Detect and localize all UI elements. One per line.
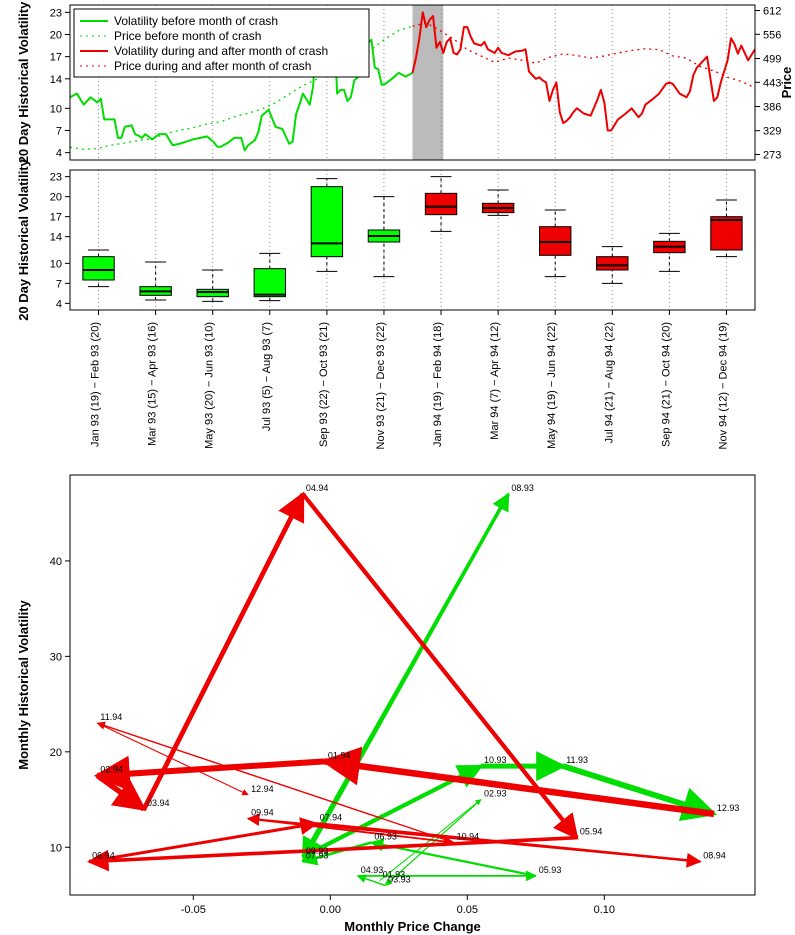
x-axis-title: Monthly Price Change [344, 919, 481, 934]
y-tick-label: 4 [56, 298, 62, 310]
crash-shade [413, 5, 444, 160]
point-label: 04.93 [361, 865, 384, 875]
x-category-label: Mar 93 (15) − Apr 93 (16) [147, 322, 159, 446]
box [254, 269, 285, 297]
box [711, 217, 742, 250]
x-category-label: Jul 93 (5) − Aug 93 (7) [261, 322, 273, 431]
x-category-label: May 93 (20) − Jun 93 (10) [204, 322, 216, 449]
x-category-label: Nov 93 (21) − Dec 93 (22) [375, 322, 387, 449]
phase-arrow [97, 723, 453, 842]
y1-tick-label: 17 [50, 52, 62, 64]
y-tick-label: 14 [50, 232, 62, 244]
point-label: 02.94 [100, 765, 123, 775]
y-axis-title: Monthly Historical Volatility [16, 599, 31, 769]
point-label: 06.94 [92, 851, 115, 861]
point-label: 12.94 [251, 784, 274, 794]
point-label: 04.94 [306, 483, 329, 493]
point-label: 06.93 [374, 832, 397, 842]
panel-timeseries: 47101417202327332938644349955661220 Day … [16, 1, 794, 163]
y-tick-label: 10 [50, 258, 62, 270]
panel-boxplot: 4 7 10 14 17 20 23 20 Day Historical Volatility… [16, 158, 755, 449]
x-tick-label: -0.05 [181, 904, 206, 916]
y1-tick-label: 7 [56, 125, 62, 137]
y2-axis-title: Price [779, 67, 794, 99]
y-tick-label: 20 [50, 192, 62, 204]
panel-border [70, 170, 755, 310]
x-category-label: Nov 94 (12) − Dec 94 (19) [717, 322, 729, 449]
point-label: 09.94 [251, 808, 274, 818]
y1-axis-title: 20 Day Historical Volatility [16, 1, 31, 163]
x-category-label: Jan 94 (19) − Feb 94 (18) [432, 322, 444, 447]
y1-tick-label: 23 [50, 7, 62, 19]
point-label: 08.94 [703, 851, 726, 861]
point-label: 11.93 [566, 755, 588, 765]
point-label: 07.94 [320, 812, 343, 822]
box [425, 193, 456, 214]
box [83, 257, 114, 280]
point-label: 08.93 [511, 483, 534, 493]
panel-arrows: 01.9302.9303.9304.9305.9306.9307.9308.93… [16, 475, 755, 934]
y-tick-label: 30 [50, 651, 62, 663]
legend-label: Volatility before month of crash [114, 14, 278, 28]
x-tick-label: 0.10 [594, 904, 615, 916]
y-tick-label: 7 [56, 278, 62, 290]
point-label: 05.94 [580, 827, 603, 837]
phase-arrow [97, 761, 324, 775]
y2-tick-label: 612 [763, 6, 781, 18]
vol-after-line [413, 12, 756, 130]
x-category-label: Sep 93 (22) − Oct 93 (21) [318, 322, 330, 447]
phase-arrow [358, 876, 385, 886]
point-label: 12.93 [717, 803, 740, 813]
y2-tick-label: 329 [763, 126, 781, 138]
point-label: 09.93 [306, 846, 329, 856]
y1-tick-label: 4 [56, 148, 62, 160]
y-tick-label: 23 [50, 172, 62, 184]
y-tick-label: 10 [50, 842, 62, 854]
phase-arrow [325, 761, 714, 814]
point-label: 10.93 [484, 755, 507, 765]
phase-arrow [97, 776, 144, 809]
y2-tick-label: 386 [763, 101, 781, 113]
x-category-label: Jan 93 (19) − Feb 93 (20) [90, 322, 102, 447]
y-tick-label: 17 [50, 212, 62, 224]
y-tick-label: 20 [50, 747, 62, 759]
x-category-label: May 94 (19) − Jun 94 (22) [546, 322, 558, 449]
point-label: 10.94 [457, 832, 480, 842]
y-axis-title: 20 Day Historical Volatility [16, 158, 31, 320]
x-tick-label: 0.05 [457, 904, 478, 916]
x-tick-label: 0.00 [320, 904, 341, 916]
figure-root: 47101417202327332938644349955661220 Day … [0, 0, 795, 935]
y1-tick-label: 20 [50, 30, 62, 42]
x-category-label: Sep 94 (21) − Oct 94 (20) [660, 322, 672, 447]
y1-tick-label: 14 [50, 74, 62, 86]
box [311, 187, 342, 257]
legend-label: Price before month of crash [114, 29, 261, 43]
point-label: 05.93 [539, 865, 562, 875]
y-tick-label: 40 [50, 556, 62, 568]
y2-tick-label: 556 [763, 29, 781, 41]
point-label: 01.94 [328, 750, 351, 760]
x-category-label: Jul 94 (21) − Aug 94 (22) [603, 322, 615, 443]
phase-arrow [97, 723, 248, 795]
point-label: 02.93 [484, 789, 507, 799]
point-label: 11.94 [100, 712, 122, 722]
y2-tick-label: 273 [763, 149, 781, 161]
y2-tick-label: 499 [763, 54, 781, 66]
box [597, 257, 628, 270]
point-label: 03.93 [388, 874, 411, 884]
point-label: 03.94 [147, 798, 170, 808]
legend-label: Volatility during and after month of cra… [114, 44, 328, 58]
x-category-label: Mar 94 (7) − Apr 94 (12) [489, 322, 501, 440]
legend-label: Price during and after month of crash [114, 59, 311, 73]
y1-tick-label: 10 [50, 103, 62, 115]
